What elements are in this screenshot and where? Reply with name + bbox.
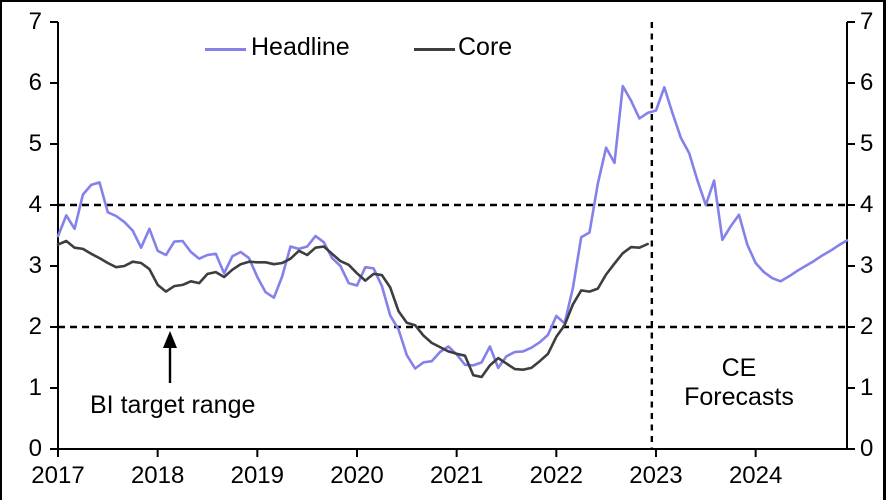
y-axis-label-left: 1: [28, 374, 42, 401]
x-axis-label: 2020: [330, 462, 384, 489]
y-axis-label-left: 7: [28, 8, 42, 35]
ce-forecasts-annotation: CE Forecasts: [684, 354, 794, 411]
y-axis-label-right: 7: [860, 8, 874, 35]
y-axis-label-left: 4: [28, 191, 42, 218]
x-axis-label: 2017: [31, 462, 85, 489]
bi-target-arrow-head: [163, 331, 177, 348]
legend-core-line-swatch: [414, 48, 455, 51]
y-axis-label-left: 6: [28, 69, 42, 96]
y-axis-label-left: 0: [28, 435, 42, 462]
y-axis-label-right: 2: [860, 313, 874, 340]
core-series-line: [56, 239, 650, 379]
headline-series-line: [56, 84, 849, 370]
y-axis-label-right: 0: [860, 435, 874, 462]
x-axis-label: 2019: [230, 462, 284, 489]
x-axis-label: 2021: [429, 462, 484, 489]
y-axis-label-right: 5: [860, 130, 874, 157]
y-axis-label-right: 6: [860, 69, 874, 96]
x-axis-label: 2024: [728, 462, 783, 489]
legend-headline-label: Headline: [251, 33, 350, 61]
y-axis-label-right: 4: [860, 191, 874, 218]
legend-headline-line-swatch: [205, 48, 246, 51]
bi-target-range-annotation: BI target range: [90, 391, 256, 419]
x-axis-label: 2018: [130, 462, 185, 489]
y-axis-label-left: 5: [28, 130, 42, 157]
legend-core-label: Core: [458, 33, 513, 61]
y-axis-label-right: 3: [860, 252, 874, 279]
x-axis-label: 2022: [529, 462, 583, 489]
y-axis-label-left: 2: [28, 313, 42, 340]
y-axis-label-right: 1: [860, 374, 874, 401]
x-axis-label: 2023: [629, 462, 683, 489]
y-axis-label-left: 3: [28, 252, 42, 279]
